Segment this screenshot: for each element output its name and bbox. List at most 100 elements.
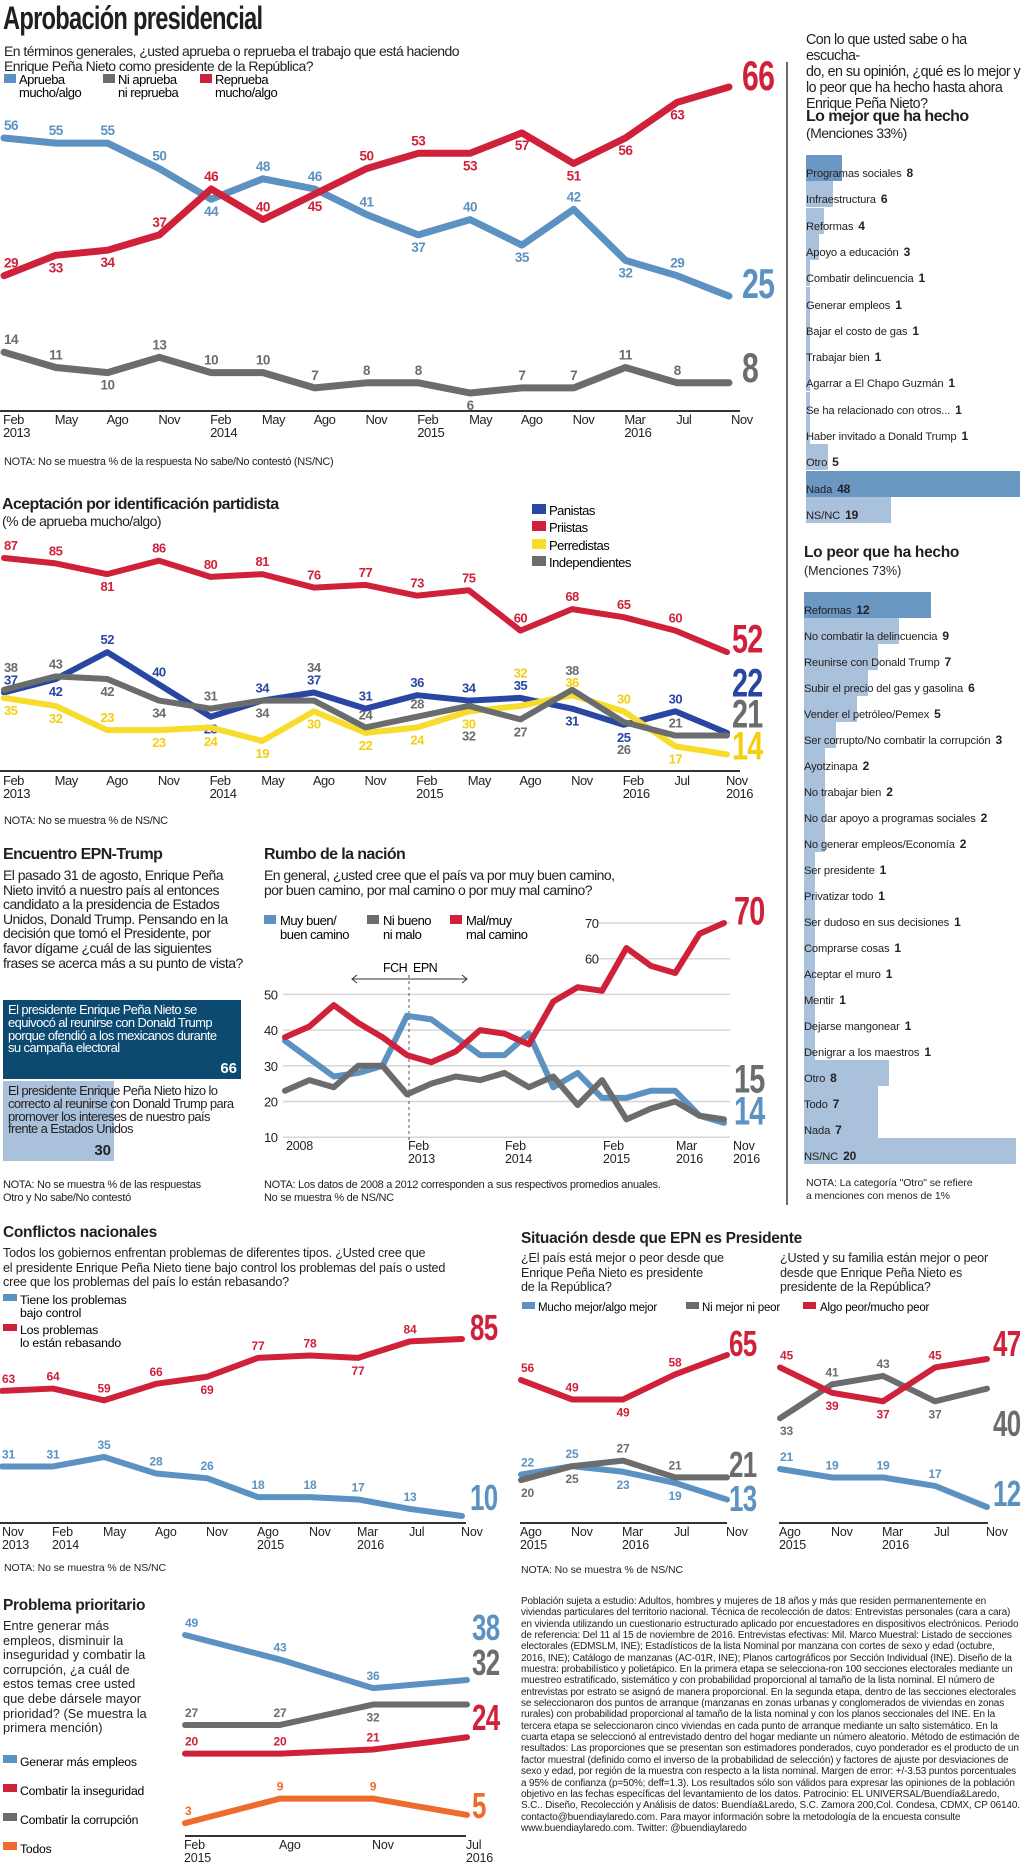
worst-label: Comprarse cosas 1: [804, 941, 901, 955]
worst-value: 1: [879, 863, 887, 877]
worst-value: 1: [839, 993, 846, 1007]
y-tick-label: 60: [585, 952, 599, 967]
worst-label: Nada 7: [804, 1123, 842, 1137]
end-value-label: 14: [734, 1089, 766, 1134]
worst-item: No combatir la delincuencia 9: [804, 618, 1022, 644]
best-value: 1: [895, 297, 902, 312]
data-label: 49: [185, 1616, 198, 1630]
worst-item: Reunirse con Donald Trump 7: [804, 644, 1022, 670]
legend-swatch: [803, 1302, 816, 1309]
aprobacion-chart: Feb 2013 May Ago Nov Feb 2014 May Ago Nov Feb 2015 M…: [0, 52, 775, 440]
end-value-label: 40: [993, 1404, 1021, 1444]
best-label: Nada 48: [806, 482, 850, 496]
best-label: Haber invitado a Donald Trump 1: [806, 429, 968, 443]
end-value-label: 70: [734, 889, 765, 934]
best-label-text: Trabajar bien: [806, 352, 870, 365]
worst-label: Denigrar a los maestros 1: [804, 1045, 931, 1059]
worst-label-text: Ser presidente: [804, 865, 875, 877]
worst-value: 8: [830, 1071, 837, 1085]
best-item: Reformas 4: [806, 207, 1024, 234]
x-tick-label: Feb 2014: [210, 412, 237, 440]
best-label-text: Agarrar a El Chapo Guzmán: [806, 378, 944, 391]
best-label-text: Generar empleos: [806, 299, 891, 312]
x-tick-label: Nov: [461, 1525, 484, 1539]
data-label: 39: [826, 1399, 839, 1413]
data-label: 10: [256, 353, 270, 368]
best-value: 1: [912, 323, 919, 338]
priority-title: Problema prioritario: [3, 1597, 146, 1614]
direction-title: Rumbo de la nación: [264, 846, 406, 863]
problema-chart: Feb 2015 Ago Nov Jul 2016 49 43 36 38 Generar más …: [3, 1608, 501, 1864]
data-label: 68: [565, 589, 579, 604]
worst-bar: [804, 852, 815, 878]
data-label: 38: [565, 663, 579, 678]
data-label: 22: [359, 738, 373, 753]
data-label: 43: [49, 656, 63, 671]
x-tick-label: May: [55, 773, 79, 788]
y-tick-label: 30: [264, 1059, 278, 1074]
data-label: 50: [359, 149, 373, 164]
worst-item: Ser presidente 1: [804, 852, 1022, 878]
data-label: 37: [307, 673, 321, 688]
worst-label-text: Subir el precio del gas y gasolina: [804, 683, 964, 695]
best-value: 4: [858, 218, 865, 233]
worst-value: 1: [878, 889, 885, 903]
worst-value: 9: [942, 629, 949, 643]
partisan-title: Aceptación por identificación partidista: [2, 496, 279, 513]
best-label: Generar empleos 1: [806, 298, 902, 312]
worst-label: Subir el precio del gas y gasolina 6: [804, 681, 975, 695]
best-bar: [806, 312, 811, 339]
x-tick-label: Nov: [726, 1525, 749, 1539]
rumbo-series-line: [282, 1012, 727, 1126]
data-label: 52: [101, 632, 115, 647]
legend-label: Mal/muy mal camino: [466, 913, 528, 942]
best-label: Agarrar a El Chapo Guzmán 1: [806, 376, 955, 390]
worst-bar: [804, 696, 857, 722]
best-value: 1: [955, 402, 962, 417]
data-label: 56: [4, 118, 19, 133]
worst-label: NS/NC 20: [804, 1149, 856, 1163]
x-tick-label: Feb 2014: [505, 1139, 532, 1166]
problema-series-line: [182, 1734, 470, 1757]
best-value: 1: [874, 350, 882, 365]
data-label: 37: [411, 240, 425, 255]
data-label: 77: [352, 1364, 365, 1378]
y-tick-label: 20: [264, 1095, 278, 1110]
data-label: 19: [877, 1458, 890, 1472]
best-label: Trabajar bien 1: [806, 350, 881, 364]
x-tick-label: May: [262, 412, 286, 427]
best-label-text: Infraestructura: [806, 194, 876, 207]
data-label: 21: [780, 1450, 793, 1464]
partisan-subtitle: (% de aprueba mucho/algo): [2, 513, 162, 529]
data-label: 75: [462, 570, 476, 585]
approval-note: NOTA: No se muestra % de la respuesta No…: [4, 456, 334, 468]
data-label: 35: [4, 703, 18, 718]
x-tick-label: Ago: [155, 1525, 177, 1539]
data-label: 84: [404, 1322, 417, 1336]
y-tick-label: 40: [264, 1023, 278, 1038]
legend-label: Reprueba mucho/algo: [215, 72, 277, 100]
data-label: 42: [101, 684, 115, 699]
worst-label: Aceptar el muro 1: [804, 967, 892, 981]
data-label: 34: [255, 706, 270, 721]
data-label: 32: [367, 1711, 380, 1725]
worst-label-text: Mentir: [804, 995, 835, 1007]
worst-label-text: No dar apoyo a programas sociales: [804, 813, 976, 825]
data-label: 48: [256, 159, 271, 174]
data-label: 22: [521, 1456, 534, 1470]
best-bar: [806, 181, 833, 208]
best-bar: [806, 391, 811, 418]
best-worst-question: Con lo que usted sabe o ha escucha- do, …: [806, 32, 1021, 112]
data-label: 11: [619, 348, 633, 363]
data-label: 63: [670, 107, 685, 122]
x-tick-label: Mar 2016: [882, 1525, 909, 1552]
data-label: 10: [101, 378, 115, 393]
worst-label-text: Ser dudoso en sus decisiones: [804, 917, 950, 929]
data-label: 6: [467, 398, 475, 413]
best-value: 1: [948, 376, 955, 391]
best-bar: [806, 496, 891, 523]
approval-question: En términos generales, ¿usted aprueba o …: [4, 43, 460, 74]
data-label: 46: [204, 169, 219, 184]
y-tick-label: 50: [264, 987, 278, 1002]
x-tick-label: Nov: [571, 1525, 594, 1539]
